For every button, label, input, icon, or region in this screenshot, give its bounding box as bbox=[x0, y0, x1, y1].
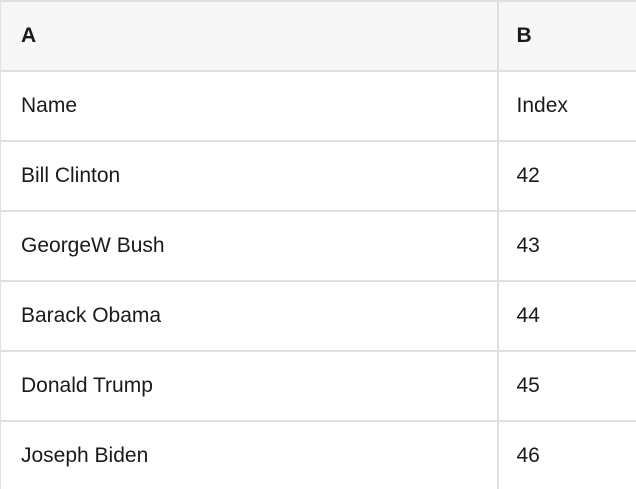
column-header-row: A B bbox=[0, 1, 636, 72]
cell-index: 46 bbox=[497, 421, 636, 489]
cell-name: GeorgeW Bush bbox=[0, 211, 499, 282]
table-row: Barack Obama 44 bbox=[0, 281, 636, 352]
cell-name: Donald Trump bbox=[0, 351, 499, 422]
cell-name: Name bbox=[0, 71, 499, 142]
table-row: Joseph Biden 46 bbox=[0, 421, 636, 489]
cell-index: 44 bbox=[497, 281, 636, 352]
table-row: Donald Trump 45 bbox=[0, 351, 636, 422]
cell-index: Index bbox=[497, 71, 636, 142]
cell-index: 43 bbox=[497, 211, 636, 282]
cell-index: 45 bbox=[497, 351, 636, 422]
column-header-a: A bbox=[0, 1, 499, 72]
table-row: Bill Clinton 42 bbox=[0, 141, 636, 212]
cell-name: Barack Obama bbox=[0, 281, 499, 352]
cell-name: Joseph Biden bbox=[0, 421, 499, 489]
column-header-b: B bbox=[497, 1, 636, 72]
cell-index: 42 bbox=[497, 141, 636, 212]
cell-name: Bill Clinton bbox=[0, 141, 499, 212]
table-row: GeorgeW Bush 43 bbox=[0, 211, 636, 282]
table-row: Name Index bbox=[0, 71, 636, 142]
